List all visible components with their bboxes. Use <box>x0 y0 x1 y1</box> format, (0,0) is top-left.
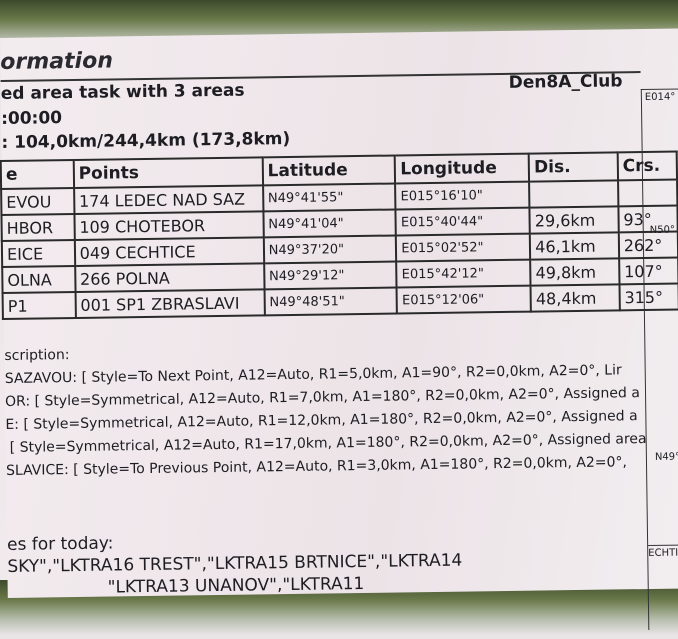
table-cell: N49°41'04" <box>263 209 397 238</box>
table-cell: 174 LEDEC NAD SAZ <box>73 185 264 214</box>
table-cell: E015°42'12" <box>396 259 531 288</box>
table-cell: 46,1km <box>530 232 619 260</box>
map-label: N50° <box>649 224 676 236</box>
column-header: Latitude <box>262 155 396 186</box>
map-label: E014° <box>644 91 676 104</box>
column-header: Longitude <box>395 153 530 184</box>
description-heading: scription: <box>4 347 70 364</box>
zones-line: "LKTRA13 UNANOV","LKTRA11 <box>107 573 365 598</box>
column-header: Dis. <box>528 152 618 182</box>
table-cell: HBOR <box>1 213 75 241</box>
table-cell: EICE <box>1 239 75 267</box>
map-label: ECHTI <box>648 544 678 559</box>
table-cell: EVOU <box>1 187 75 215</box>
zones-line: SKY","LKTRA16 TREST","LKTRA15 BRTNICE","… <box>7 550 463 577</box>
description-line: SLAVICE: [ Style=To Previous Point, A12=… <box>5 454 628 479</box>
club-name: Den8A_Club <box>508 71 623 93</box>
table-cell: E015°02'52" <box>396 233 531 262</box>
zones-heading: es for today: <box>6 533 114 555</box>
table-cell: 29,6km <box>529 206 619 234</box>
table-cell: OLNA <box>2 265 76 293</box>
task-type: ed area task with 3 areas <box>0 80 245 104</box>
column-header: e <box>0 159 74 189</box>
description-line: E: [ Style=Symmetrical, A12=Auto, R1=12,… <box>5 408 638 433</box>
table-cell: N49°29'12" <box>263 261 397 290</box>
map-label: N49° <box>654 451 678 463</box>
table-cell: E015°12'06" <box>396 285 532 314</box>
table-cell: N49°41'55" <box>262 183 396 212</box>
description-line: OR: [ Style=Symmetrical, A12=Auto, R1=7,… <box>4 385 640 410</box>
table-cell: P1 <box>2 291 76 319</box>
task-time: :00:00 <box>0 108 63 129</box>
turnpoints-table: e Points Latitude Longitude Dis. Crs. EVOU 174… <box>0 151 678 320</box>
table-cell: E015°16'10" <box>395 181 530 210</box>
table-cell: 001 SP1 ZBRASLAVI <box>75 289 265 318</box>
table-cell: 109 CHOTEBOR <box>74 211 264 240</box>
column-header: Points <box>73 157 263 188</box>
table-cell: N49°37'20" <box>263 235 397 264</box>
task-sheet: ormation Den8A_Club ed area task with 3 … <box>0 28 678 631</box>
table-cell: 49,8km <box>530 258 620 286</box>
table-cell: 48,4km <box>530 284 620 312</box>
description-line: SAZAVOU: [ Style=To Next Point, A12=Auto… <box>4 362 622 387</box>
table-cell: E015°40'44" <box>395 207 531 236</box>
task-map: E014° N50° N49° ECHTI <box>640 88 678 631</box>
table-cell: 266 POLNA <box>74 263 265 292</box>
task-distance: : 104,0km/244,4km (173,8km) <box>1 128 291 153</box>
table-cell: 049 CECHTICE <box>74 237 264 266</box>
table-cell <box>529 180 619 208</box>
description-line: [ Style=Symmetrical, A12=Auto, R1=17,0km… <box>9 431 647 456</box>
page-title: ormation <box>0 48 114 75</box>
table-cell: N49°48'51" <box>264 287 398 316</box>
